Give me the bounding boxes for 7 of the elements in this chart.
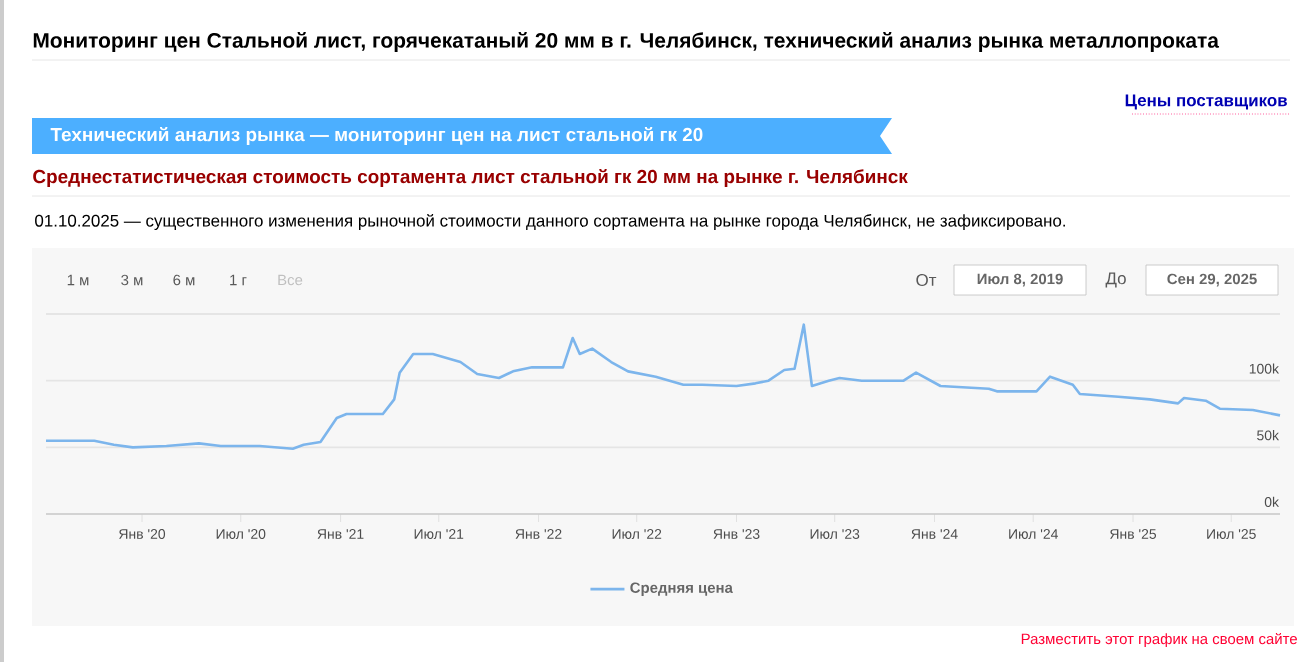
chart-title: Мониторинг цен Стальной лист, горячекатаный 20 мм в г. Челябинск, технический анализ рынка металлопроката <box>33 32 1220 52</box>
text: Технический анализ рынка — мониторинг цен на лист стальной гк 20 <box>50 126 703 146</box>
text: До <box>1105 272 1126 288</box>
text: 01.10.2025 — существенного изменения рыночной стоимости данного сортамента на рынке города Челябинск, не зафиксировано. <box>35 213 1065 231</box>
text: Цены поставщиков <box>1125 94 1287 110</box>
chart-subtitle: Среднестатистическая стоимость сортамента лист стальной гк 20 мм на рынке г. Челябинск <box>33 168 908 188</box>
text: От <box>916 274 937 286</box>
